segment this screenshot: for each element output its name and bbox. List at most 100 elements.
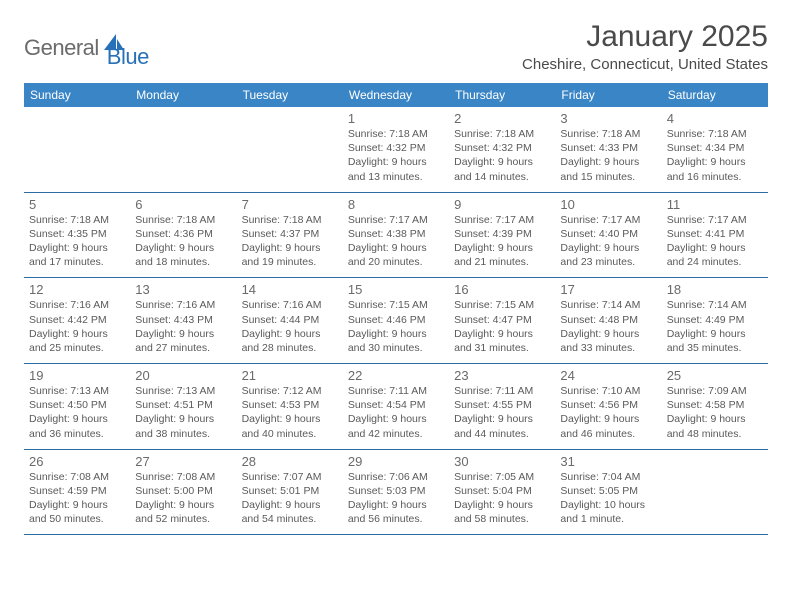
day-info: Sunrise: 7:06 AM Sunset: 5:03 PM Dayligh… [348,470,444,527]
day-info: Sunrise: 7:09 AM Sunset: 4:58 PM Dayligh… [667,384,763,441]
week-row: 5Sunrise: 7:18 AM Sunset: 4:35 PM Daylig… [24,193,768,279]
day-cell: 31Sunrise: 7:04 AM Sunset: 5:05 PM Dayli… [555,450,661,535]
day-number: 4 [667,111,763,126]
day-number: 9 [454,197,550,212]
day-cell: 22Sunrise: 7:11 AM Sunset: 4:54 PM Dayli… [343,364,449,449]
day-number: 3 [560,111,656,126]
day-number: 31 [560,454,656,469]
day-info: Sunrise: 7:10 AM Sunset: 4:56 PM Dayligh… [560,384,656,441]
day-number: 29 [348,454,444,469]
day-cell: 29Sunrise: 7:06 AM Sunset: 5:03 PM Dayli… [343,450,449,535]
calendar-page: General Blue January 2025 Cheshire, Conn… [0,0,792,547]
day-cell: 23Sunrise: 7:11 AM Sunset: 4:55 PM Dayli… [449,364,555,449]
day-number: 22 [348,368,444,383]
day-info: Sunrise: 7:14 AM Sunset: 4:48 PM Dayligh… [560,298,656,355]
day-info: Sunrise: 7:18 AM Sunset: 4:33 PM Dayligh… [560,127,656,184]
day-cell: 25Sunrise: 7:09 AM Sunset: 4:58 PM Dayli… [662,364,768,449]
day-cell: 28Sunrise: 7:07 AM Sunset: 5:01 PM Dayli… [237,450,343,535]
day-info: Sunrise: 7:08 AM Sunset: 5:00 PM Dayligh… [135,470,231,527]
day-number: 30 [454,454,550,469]
day-number: 27 [135,454,231,469]
weeks-container: 1Sunrise: 7:18 AM Sunset: 4:32 PM Daylig… [24,107,768,535]
day-cell: 13Sunrise: 7:16 AM Sunset: 4:43 PM Dayli… [130,278,236,363]
day-cell [662,450,768,535]
day-cell: 9Sunrise: 7:17 AM Sunset: 4:39 PM Daylig… [449,193,555,278]
day-number: 19 [29,368,125,383]
location-subtitle: Cheshire, Connecticut, United States [522,56,768,73]
logo-text-general: General [24,35,99,61]
week-row: 12Sunrise: 7:16 AM Sunset: 4:42 PM Dayli… [24,278,768,364]
week-row: 19Sunrise: 7:13 AM Sunset: 4:50 PM Dayli… [24,364,768,450]
day-info: Sunrise: 7:17 AM Sunset: 4:40 PM Dayligh… [560,213,656,270]
day-info: Sunrise: 7:18 AM Sunset: 4:37 PM Dayligh… [242,213,338,270]
day-info: Sunrise: 7:04 AM Sunset: 5:05 PM Dayligh… [560,470,656,527]
day-info: Sunrise: 7:14 AM Sunset: 4:49 PM Dayligh… [667,298,763,355]
day-cell: 19Sunrise: 7:13 AM Sunset: 4:50 PM Dayli… [24,364,130,449]
day-cell: 18Sunrise: 7:14 AM Sunset: 4:49 PM Dayli… [662,278,768,363]
day-number: 23 [454,368,550,383]
week-row: 1Sunrise: 7:18 AM Sunset: 4:32 PM Daylig… [24,107,768,193]
weekday-header: Saturday [662,83,768,107]
day-number: 28 [242,454,338,469]
weekday-header: Thursday [449,83,555,107]
day-number: 24 [560,368,656,383]
day-cell: 24Sunrise: 7:10 AM Sunset: 4:56 PM Dayli… [555,364,661,449]
day-info: Sunrise: 7:12 AM Sunset: 4:53 PM Dayligh… [242,384,338,441]
weekday-header-row: SundayMondayTuesdayWednesdayThursdayFrid… [24,83,768,107]
weekday-header: Tuesday [237,83,343,107]
day-cell: 16Sunrise: 7:15 AM Sunset: 4:47 PM Dayli… [449,278,555,363]
day-cell: 21Sunrise: 7:12 AM Sunset: 4:53 PM Dayli… [237,364,343,449]
day-cell: 7Sunrise: 7:18 AM Sunset: 4:37 PM Daylig… [237,193,343,278]
day-cell: 17Sunrise: 7:14 AM Sunset: 4:48 PM Dayli… [555,278,661,363]
day-cell: 2Sunrise: 7:18 AM Sunset: 4:32 PM Daylig… [449,107,555,192]
day-number: 8 [348,197,444,212]
day-cell: 5Sunrise: 7:18 AM Sunset: 4:35 PM Daylig… [24,193,130,278]
day-number: 5 [29,197,125,212]
day-number: 25 [667,368,763,383]
day-info: Sunrise: 7:17 AM Sunset: 4:39 PM Dayligh… [454,213,550,270]
day-number: 18 [667,282,763,297]
day-number: 13 [135,282,231,297]
day-info: Sunrise: 7:13 AM Sunset: 4:51 PM Dayligh… [135,384,231,441]
day-cell [24,107,130,192]
day-info: Sunrise: 7:18 AM Sunset: 4:32 PM Dayligh… [348,127,444,184]
day-cell: 27Sunrise: 7:08 AM Sunset: 5:00 PM Dayli… [130,450,236,535]
day-info: Sunrise: 7:16 AM Sunset: 4:43 PM Dayligh… [135,298,231,355]
page-header: General Blue January 2025 Cheshire, Conn… [24,20,768,73]
day-number: 21 [242,368,338,383]
day-cell: 30Sunrise: 7:05 AM Sunset: 5:04 PM Dayli… [449,450,555,535]
day-number: 26 [29,454,125,469]
day-info: Sunrise: 7:15 AM Sunset: 4:47 PM Dayligh… [454,298,550,355]
day-number: 11 [667,197,763,212]
day-number: 10 [560,197,656,212]
day-number: 20 [135,368,231,383]
logo-text-blue: Blue [107,44,149,70]
logo: General Blue [24,26,149,70]
day-cell: 3Sunrise: 7:18 AM Sunset: 4:33 PM Daylig… [555,107,661,192]
weekday-header: Friday [555,83,661,107]
day-cell: 26Sunrise: 7:08 AM Sunset: 4:59 PM Dayli… [24,450,130,535]
day-number: 1 [348,111,444,126]
day-info: Sunrise: 7:15 AM Sunset: 4:46 PM Dayligh… [348,298,444,355]
day-number: 6 [135,197,231,212]
day-cell: 6Sunrise: 7:18 AM Sunset: 4:36 PM Daylig… [130,193,236,278]
day-cell: 12Sunrise: 7:16 AM Sunset: 4:42 PM Dayli… [24,278,130,363]
day-number: 2 [454,111,550,126]
day-info: Sunrise: 7:08 AM Sunset: 4:59 PM Dayligh… [29,470,125,527]
day-info: Sunrise: 7:17 AM Sunset: 4:38 PM Dayligh… [348,213,444,270]
day-cell [130,107,236,192]
month-title: January 2025 [522,20,768,54]
day-info: Sunrise: 7:16 AM Sunset: 4:44 PM Dayligh… [242,298,338,355]
day-cell: 14Sunrise: 7:16 AM Sunset: 4:44 PM Dayli… [237,278,343,363]
day-cell: 11Sunrise: 7:17 AM Sunset: 4:41 PM Dayli… [662,193,768,278]
day-info: Sunrise: 7:11 AM Sunset: 4:55 PM Dayligh… [454,384,550,441]
day-number: 12 [29,282,125,297]
day-cell: 4Sunrise: 7:18 AM Sunset: 4:34 PM Daylig… [662,107,768,192]
day-info: Sunrise: 7:18 AM Sunset: 4:36 PM Dayligh… [135,213,231,270]
day-cell: 8Sunrise: 7:17 AM Sunset: 4:38 PM Daylig… [343,193,449,278]
calendar-grid: SundayMondayTuesdayWednesdayThursdayFrid… [24,83,768,535]
week-row: 26Sunrise: 7:08 AM Sunset: 4:59 PM Dayli… [24,450,768,536]
day-info: Sunrise: 7:07 AM Sunset: 5:01 PM Dayligh… [242,470,338,527]
day-number: 7 [242,197,338,212]
day-info: Sunrise: 7:18 AM Sunset: 4:35 PM Dayligh… [29,213,125,270]
